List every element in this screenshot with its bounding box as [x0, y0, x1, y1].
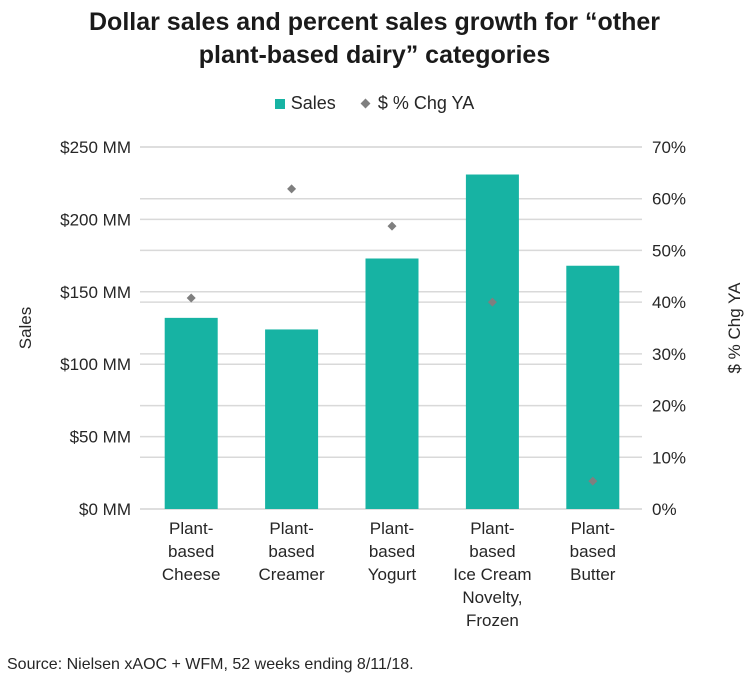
x-tick-label: Creamer — [259, 565, 325, 584]
x-tick-label: Novelty, — [462, 588, 522, 607]
chart-title: Dollar sales and percent sales growth fo… — [0, 6, 749, 72]
y-right-tick-label: 30% — [652, 345, 686, 364]
diamond-marker-3 — [387, 221, 397, 231]
diamond-marker-5 — [588, 476, 598, 486]
x-tick-label: Plant- — [470, 519, 514, 538]
chart-title-line-1: Dollar sales and percent sales growth fo… — [89, 8, 660, 36]
y-right-axis-title: $ % Chg YA — [725, 282, 744, 374]
y-tick-label: $250 MM — [60, 138, 131, 157]
legend-label-chg: $ % Chg YA — [377, 93, 475, 113]
chart-title-line-2: plant-based dairy” categories — [198, 41, 551, 69]
y-tick-label: $200 MM — [60, 210, 131, 229]
diamond-marker-4 — [487, 297, 497, 307]
y-right-tick-label: 0% — [652, 500, 677, 519]
bar-1 — [164, 317, 218, 509]
x-tick-label: based — [168, 542, 214, 561]
x-tick-label: based — [369, 542, 415, 561]
x-tick-label: Plant- — [269, 519, 313, 538]
x-tick-label: Plant- — [571, 519, 615, 538]
y-right-tick-label: 70% — [652, 138, 686, 157]
x-tick-label: Ice Cream — [453, 565, 531, 584]
legend-swatch-sales — [274, 98, 285, 109]
x-tick-label: based — [570, 542, 616, 561]
y-tick-label: $50 MM — [70, 428, 131, 447]
legend-item-chg: $ % Chg YA — [360, 93, 475, 114]
x-tick-label: Plant- — [370, 519, 414, 538]
y-tick-label: $0 MM — [79, 500, 131, 519]
bar-3 — [365, 258, 419, 509]
y-tick-label: $100 MM — [60, 355, 131, 374]
x-tick-label: Plant- — [169, 519, 213, 538]
y-axis-title: Sales — [16, 307, 35, 350]
x-tick-label: Yogurt — [368, 565, 417, 584]
diamond-marker-1 — [186, 293, 196, 303]
bar-5 — [566, 265, 620, 509]
source-note: Source: Nielsen xAOC + WFM, 52 weeks end… — [7, 656, 414, 673]
bar-2 — [265, 329, 319, 509]
x-tick-label: Butter — [570, 565, 616, 584]
legend-label-sales: Sales — [290, 93, 336, 113]
legend: Sales $ % Chg YA — [0, 93, 749, 114]
legend-item-sales: Sales — [274, 93, 336, 114]
bar-4 — [465, 174, 519, 509]
y-right-tick-label: 10% — [652, 448, 686, 467]
x-tick-label: based — [469, 542, 515, 561]
y-right-tick-label: 40% — [652, 293, 686, 312]
x-tick-label: Frozen — [466, 611, 519, 630]
y-tick-label: $150 MM — [60, 283, 131, 302]
x-tick-label: Cheese — [162, 565, 221, 584]
y-right-tick-label: 20% — [652, 397, 686, 416]
diamond-marker-2 — [287, 184, 297, 194]
x-tick-label: based — [268, 542, 314, 561]
y-right-tick-label: 50% — [652, 241, 686, 260]
y-right-tick-label: 60% — [652, 190, 686, 209]
